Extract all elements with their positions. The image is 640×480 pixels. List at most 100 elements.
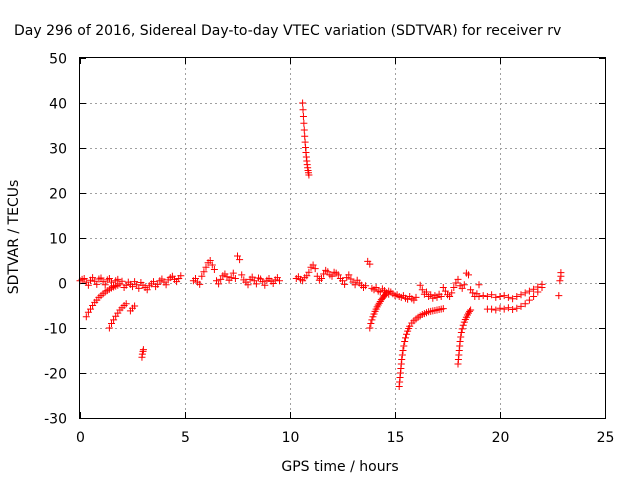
data-point: [129, 283, 136, 291]
data-point: [418, 286, 426, 294]
data-point: [309, 261, 317, 269]
data-point: [398, 356, 406, 363]
data-point: [97, 274, 105, 282]
data-point: [521, 300, 529, 308]
data-point: [196, 280, 204, 288]
data-point: [238, 271, 246, 279]
data-point: [509, 295, 517, 303]
data-point: [210, 266, 218, 273]
data-point: [427, 291, 435, 299]
data-point: [105, 275, 113, 282]
data-point: [345, 271, 353, 279]
data-point: [206, 257, 214, 264]
data-point: [252, 280, 260, 288]
data-point: [488, 291, 496, 299]
data-point: [509, 306, 517, 314]
data-point: [301, 132, 309, 140]
data-point: [192, 275, 199, 282]
y-tick-label: 0: [58, 277, 67, 293]
data-point: [496, 304, 504, 312]
data-point: [110, 316, 118, 324]
data-point: [458, 284, 466, 292]
data-point: [84, 281, 92, 289]
data-point: [227, 274, 235, 282]
data-point: [133, 281, 141, 289]
data-point: [423, 288, 430, 296]
data-point: [448, 289, 456, 297]
data-point: [492, 293, 500, 301]
data-point: [341, 280, 349, 288]
data-point: [87, 305, 94, 313]
y-tick-label: 10: [49, 232, 67, 248]
data-point: [244, 281, 252, 289]
data-point: [457, 333, 465, 341]
data-point: [362, 282, 370, 290]
data-point: [513, 304, 521, 312]
data-point: [154, 280, 162, 288]
data-point: [492, 306, 500, 314]
data-point: [556, 277, 564, 285]
data-point: [368, 316, 376, 324]
data-point: [131, 302, 139, 310]
data-point: [367, 320, 375, 327]
data-point: [465, 271, 472, 279]
data-point: [114, 281, 122, 289]
data-point: [269, 279, 277, 287]
data-point: [400, 342, 408, 350]
x-tick-label: 5: [181, 430, 190, 446]
data-point: [454, 275, 462, 283]
data-point: [439, 305, 447, 313]
y-tick-label: -30: [44, 412, 67, 428]
data-point: [89, 274, 97, 282]
data-point: [452, 279, 460, 287]
data-point: [208, 261, 216, 269]
data-point: [517, 291, 525, 299]
data-point: [403, 330, 411, 338]
data-point: [300, 126, 308, 134]
data-point: [402, 334, 409, 342]
data-point: [108, 320, 115, 327]
x-tick-label: 0: [76, 430, 85, 446]
data-point: [469, 289, 477, 297]
data-point: [488, 305, 496, 313]
data-point: [139, 346, 147, 354]
data-point: [366, 260, 374, 268]
data-point: [202, 263, 210, 271]
data-point: [450, 284, 458, 291]
data-point: [200, 268, 208, 276]
data-point: [320, 270, 328, 278]
data-point: [374, 301, 382, 309]
data-point: [517, 302, 525, 310]
data-point: [313, 272, 321, 280]
y-tick-label: 40: [49, 97, 67, 113]
data-point: [248, 273, 256, 281]
data-point: [382, 290, 390, 298]
data-point: [305, 171, 313, 179]
data-point: [162, 281, 170, 289]
data-points: [76, 99, 565, 390]
data-point: [479, 292, 487, 300]
chart-title: Day 296 of 2016, Sidereal Day-to-day VTE…: [14, 23, 561, 39]
data-point: [82, 313, 90, 321]
data-point: [215, 280, 223, 288]
data-point: [483, 293, 491, 300]
data-point: [525, 287, 533, 295]
data-point: [437, 293, 445, 300]
data-point: [557, 269, 565, 277]
data-point: [475, 281, 483, 289]
data-point: [534, 288, 542, 296]
data-point: [463, 311, 471, 319]
data-point: [303, 272, 311, 280]
y-tick-label: -10: [44, 322, 67, 338]
data-point: [441, 287, 449, 295]
plot-frame: [79, 57, 606, 419]
grid: [80, 58, 605, 418]
data-point: [458, 325, 466, 333]
data-point: [114, 275, 122, 283]
data-point: [101, 281, 109, 289]
y-axis-label: SDTVAR / TECUs: [6, 180, 22, 295]
data-point: [398, 351, 406, 359]
y-tick-label: 50: [49, 52, 67, 68]
data-point: [318, 275, 325, 282]
